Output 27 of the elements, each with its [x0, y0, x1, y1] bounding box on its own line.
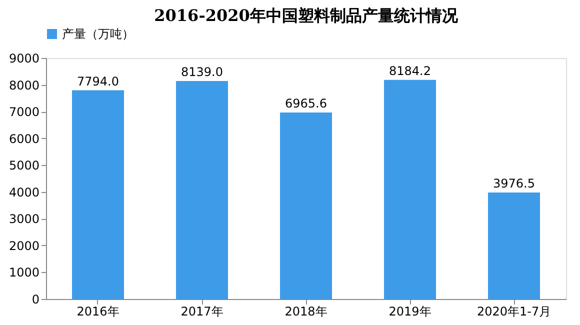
- legend-label: 产量（万吨）: [62, 27, 134, 41]
- chart-title: 2016-2020年中国塑料制品产量统计情况: [154, 6, 459, 25]
- y-tick-label: 5000: [8, 158, 40, 173]
- x-tick-label: 2020年1-7月: [476, 304, 552, 318]
- y-tick-label: 7000: [8, 105, 40, 120]
- y-tick-label: 8000: [8, 78, 40, 92]
- y-tick-label: 0: [32, 292, 40, 306]
- bar: [176, 81, 228, 299]
- y-tick-label: 4000: [8, 185, 40, 200]
- text: 7794.0: [77, 74, 119, 88]
- x-tick-label: 2019年: [388, 304, 432, 318]
- y-tick-label: 1000: [8, 266, 40, 280]
- bar: [488, 192, 540, 299]
- x-tick-label: 2017年: [180, 304, 224, 318]
- y-tick-label: 3000: [8, 212, 40, 226]
- text: 3976.5: [493, 176, 535, 191]
- text: 8184.2: [389, 64, 431, 78]
- text: 8139.0: [181, 65, 223, 80]
- bar: [72, 90, 124, 299]
- text: 6965.6: [285, 96, 327, 110]
- y-tick-label: 2000: [8, 238, 40, 253]
- y-tick-label: 6000: [8, 132, 40, 146]
- x-tick-label: 2016年: [76, 304, 120, 318]
- bar: [280, 112, 332, 299]
- x-tick-label: 2018年: [284, 304, 328, 318]
- bar: [384, 80, 436, 299]
- y-tick-label: 9000: [8, 52, 40, 66]
